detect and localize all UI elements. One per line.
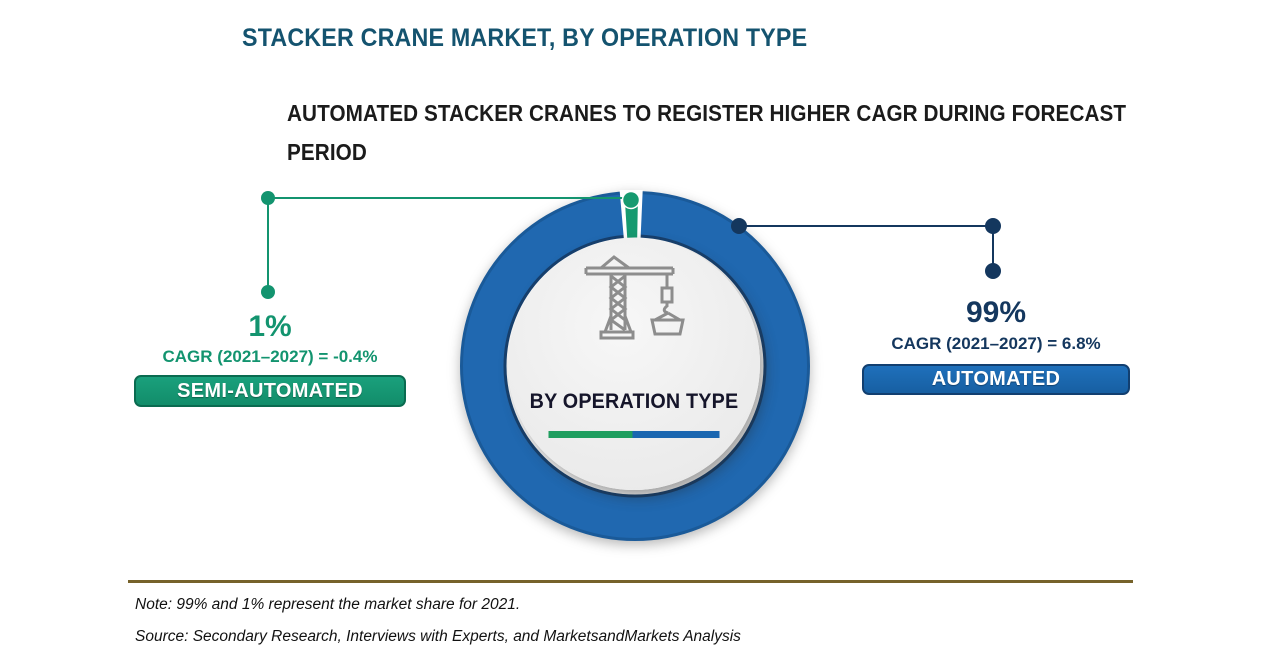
mini-bar-auto-segment xyxy=(632,431,720,438)
automated-callout: 99% CAGR (2021–2027) = 6.8% AUTOMATED xyxy=(862,296,1130,395)
semi-automated-label-pill: SEMI-AUTOMATED xyxy=(134,375,406,407)
semi-automated-callout: 1% CAGR (2021–2027) = -0.4% SEMI-AUTOMAT… xyxy=(134,310,406,407)
source-text: Source: Secondary Research, Interviews w… xyxy=(135,628,741,645)
note-text: Note: 99% and 1% represent the market sh… xyxy=(135,596,521,613)
automated-label-pill: AUTOMATED xyxy=(862,364,1130,395)
crane-icon xyxy=(584,255,685,340)
mini-bar-semi-segment xyxy=(548,431,633,438)
semi-share-value: 1% xyxy=(248,310,292,343)
donut-center-label: BY OPERATION TYPE xyxy=(529,390,739,413)
share-mini-bar xyxy=(548,431,720,438)
auto-share-value: 99% xyxy=(965,296,1027,329)
chart-subtitle: AUTOMATED STACKER CRANES TO REGISTER HIG… xyxy=(287,100,1127,165)
footer-divider xyxy=(128,580,1133,583)
page-title: STACKER CRANE MARKET, BY OPERATION TYPE xyxy=(242,24,808,52)
auto-connector-end-dot xyxy=(985,263,1001,279)
semi-connector-end-dot xyxy=(261,285,275,299)
auto-connector-corner-dot xyxy=(985,218,1001,234)
semi-cagr-text: CAGR (2021–2027) = -0.4% xyxy=(162,347,378,366)
semi-connector-corner-dot xyxy=(261,191,275,205)
donut-center: BY OPERATION TYPE xyxy=(508,238,760,490)
auto-cagr-text: CAGR (2021–2027) = 6.8% xyxy=(891,334,1101,353)
